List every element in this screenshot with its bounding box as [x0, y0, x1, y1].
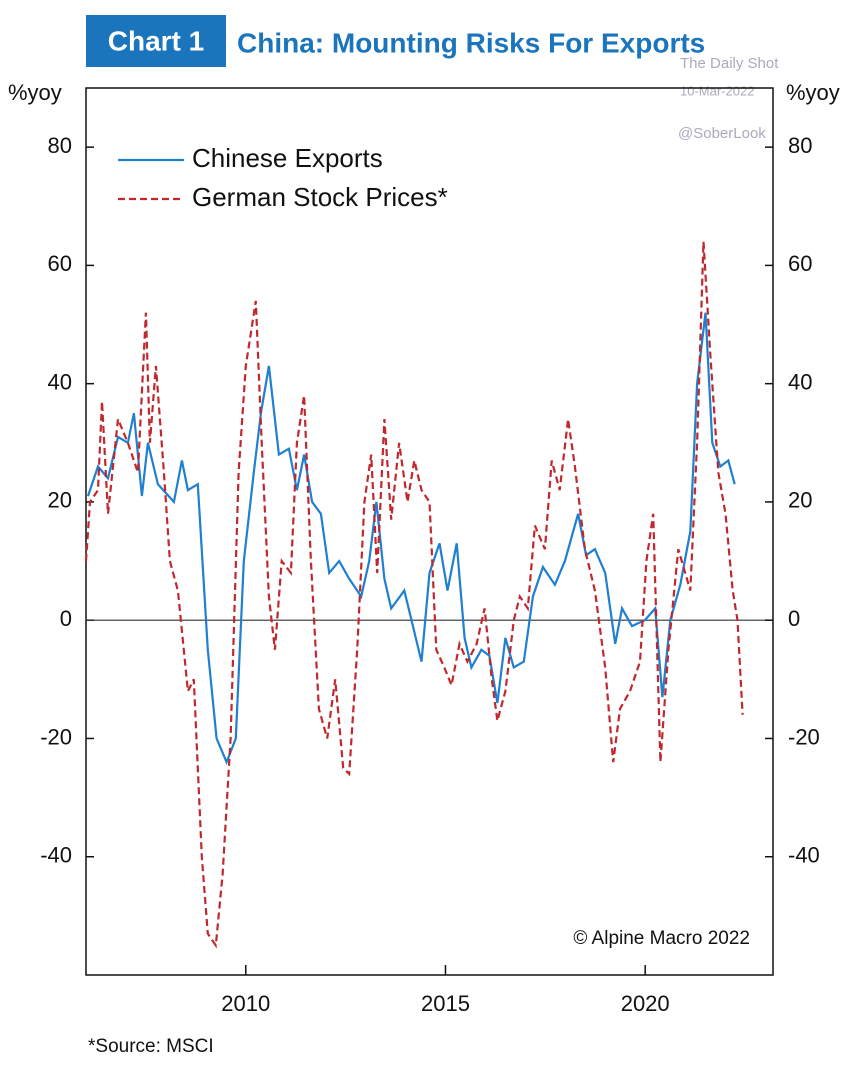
y2-tick-label: -20 [788, 724, 820, 749]
series-line [86, 312, 736, 766]
x-tick-label: 2010 [221, 991, 270, 1016]
x-tick-label: 2020 [621, 991, 670, 1016]
y2-tick-label: 80 [788, 133, 812, 158]
y2-tick-label: -40 [788, 843, 820, 868]
y-axis-label: %yoy [8, 80, 62, 105]
watermark: The Daily Shot [680, 55, 779, 72]
y-tick-label: 40 [48, 369, 72, 394]
badge-box [86, 15, 226, 67]
y-tick-label: 0 [60, 606, 72, 631]
x-tick-label: 2015 [421, 991, 470, 1016]
y2-tick-label: 0 [788, 606, 800, 631]
watermark: 10-Mar-2022 [680, 83, 754, 98]
y-tick-label: 80 [48, 133, 72, 158]
y2-tick-label: 20 [788, 488, 812, 513]
y2-tick-label: 60 [788, 251, 812, 276]
source-note: *Source: MSCI [88, 1036, 214, 1057]
y-tick-label: 60 [48, 251, 72, 276]
y-tick-label: 20 [48, 488, 72, 513]
y2-tick-label: 40 [788, 369, 812, 394]
y-tick-label: -40 [40, 843, 72, 868]
plot-frame [85, 87, 774, 976]
copyright: © Alpine Macro 2022 [573, 928, 750, 949]
series-line [84, 241, 744, 949]
legend-label: Chinese Exports [192, 143, 383, 173]
y2-axis-label: %yoy [786, 80, 840, 105]
watermark: @SoberLook [678, 125, 766, 142]
y-tick-label: -20 [40, 724, 72, 749]
legend-label: German Stock Prices* [192, 182, 448, 212]
chart-title: China: Mounting Risks For Exports [237, 27, 705, 58]
badge: Chart 1 [108, 25, 204, 56]
